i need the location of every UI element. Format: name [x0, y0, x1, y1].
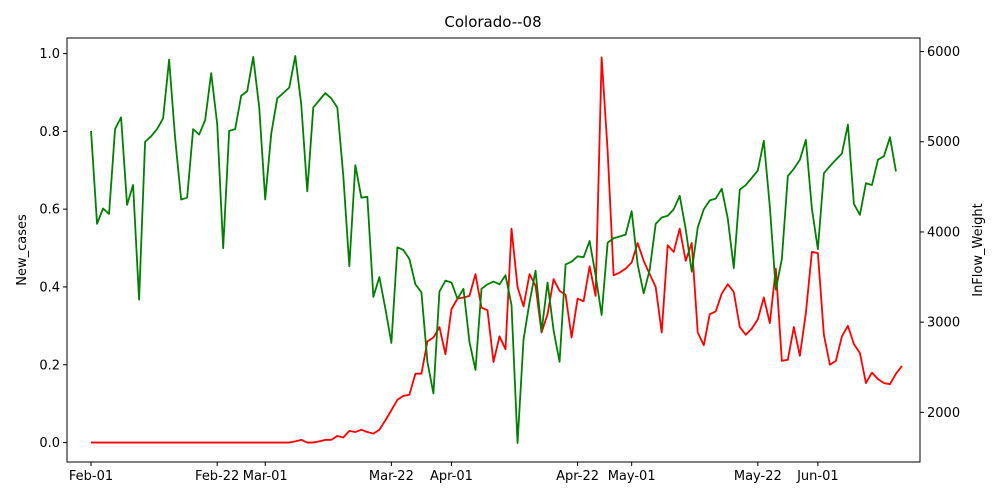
y-left-tick-label: 0.0: [39, 436, 60, 451]
y-right-tick-label: 3000: [927, 316, 960, 331]
y-left-tick-label: 0.4: [39, 280, 60, 295]
x-tick-label: Feb-01: [69, 469, 113, 484]
y-right-tick-label: 5000: [927, 135, 960, 150]
y-axis-right-label: InFlow_Weight: [971, 203, 986, 297]
x-tick-label: May-22: [734, 469, 782, 484]
x-tick-label: Apr-01: [430, 469, 473, 484]
plot-area: [66, 37, 921, 463]
y-right-tick-label: 2000: [927, 406, 960, 421]
y-right-tick-label: 4000: [927, 225, 960, 240]
y-left-tick-label: 0.2: [39, 358, 60, 373]
y-axis-left: 0.0 0.2 0.4 0.6 0.8 1.0: [39, 47, 67, 451]
x-tick-label: Feb-22: [195, 469, 239, 484]
series-line-1-left: [91, 56, 903, 444]
x-tick-label: Jun-01: [796, 469, 839, 484]
y-axis-right: 2000 3000 4000 5000 6000: [920, 45, 960, 421]
y-left-tick-label: 0.8: [39, 125, 60, 140]
chart-title: Colorado--08: [444, 13, 541, 31]
x-tick-label: May-01: [608, 469, 656, 484]
plot-frame: [66, 37, 921, 463]
x-axis: Feb-01 Feb-22 Mar-01 Mar-22 Apr-01 Apr-22 May-…: [69, 462, 839, 484]
y-left-tick-label: 0.6: [39, 203, 60, 218]
y-left-tick-label: 1.0: [39, 47, 60, 62]
series-layer: [90, 55, 903, 444]
series-line-2-right: [90, 55, 897, 444]
x-tick-label: Mar-22: [369, 469, 414, 484]
y-axis-left-label: New_cases: [15, 214, 30, 286]
x-tick-label: Mar-01: [243, 469, 288, 484]
y-right-tick-label: 6000: [927, 45, 960, 60]
x-tick-label: Apr-22: [556, 469, 599, 484]
